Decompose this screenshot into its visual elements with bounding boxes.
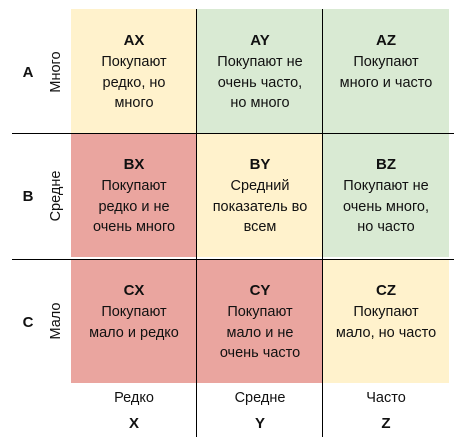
cell-description: Покупают мало, но часто [335, 304, 437, 341]
col-letter-y: Y [254, 415, 265, 432]
cell-cz: CZ Покупают мало, но часто [323, 259, 449, 383]
grid-line [12, 259, 454, 260]
cell-description: Покупают не очень часто, но много [217, 54, 303, 111]
cell-description: Покупают много и часто [339, 54, 433, 91]
col-letter-z: Z [381, 415, 391, 432]
cell-description: Покупают мало и не очень часто [219, 304, 301, 361]
row-label-b: Средне [48, 170, 64, 222]
cell-by: BY Средний показатель во всем [197, 133, 323, 257]
grid-line [322, 9, 323, 437]
cell-description: Покупают мало и редко [89, 304, 179, 341]
cell-description: Средний показатель во всем [212, 178, 308, 235]
cell-az: AZ Покупают много и часто [323, 9, 449, 133]
cell-code: CZ [376, 282, 396, 299]
cell-code: AY [250, 32, 270, 49]
col-label-z: Часто [366, 390, 406, 406]
row-label-c: Мало [48, 302, 64, 340]
cell-description: Покупают не очень много, но часто [342, 178, 430, 235]
col-letter-x: X [128, 415, 139, 432]
row-label-a: Много [48, 51, 64, 93]
cell-code: BX [123, 156, 145, 173]
cell-ax: AX Покупают редко, но много [71, 9, 197, 133]
cell-cy: CY Покупают мало и не очень часто [197, 259, 323, 383]
col-label-x: Редко [114, 390, 154, 406]
cell-description: Покупают редко и не очень много [92, 178, 176, 235]
cell-code: CY [249, 282, 271, 299]
cell-ay: AY Покупают не очень часто, но много [197, 9, 323, 133]
row-letter-a: A [22, 64, 34, 81]
cell-description: Покупают редко, но много [101, 54, 167, 111]
cell-code: CX [123, 282, 145, 299]
cell-bx: BX Покупают редко и не очень много [71, 133, 197, 257]
row-letter-b: B [22, 188, 34, 205]
cell-bz: BZ Покупают не очень много, но часто [323, 133, 449, 257]
cell-code: BZ [376, 156, 396, 173]
cell-code: AX [123, 32, 145, 49]
grid-line [196, 9, 197, 437]
col-label-y: Средне [234, 390, 286, 406]
grid-line [12, 133, 454, 134]
cell-code: AZ [376, 32, 396, 49]
cell-code: BY [249, 156, 271, 173]
row-letter-c: C [22, 314, 34, 331]
cell-cx: CX Покупают мало и редко [71, 259, 197, 383]
